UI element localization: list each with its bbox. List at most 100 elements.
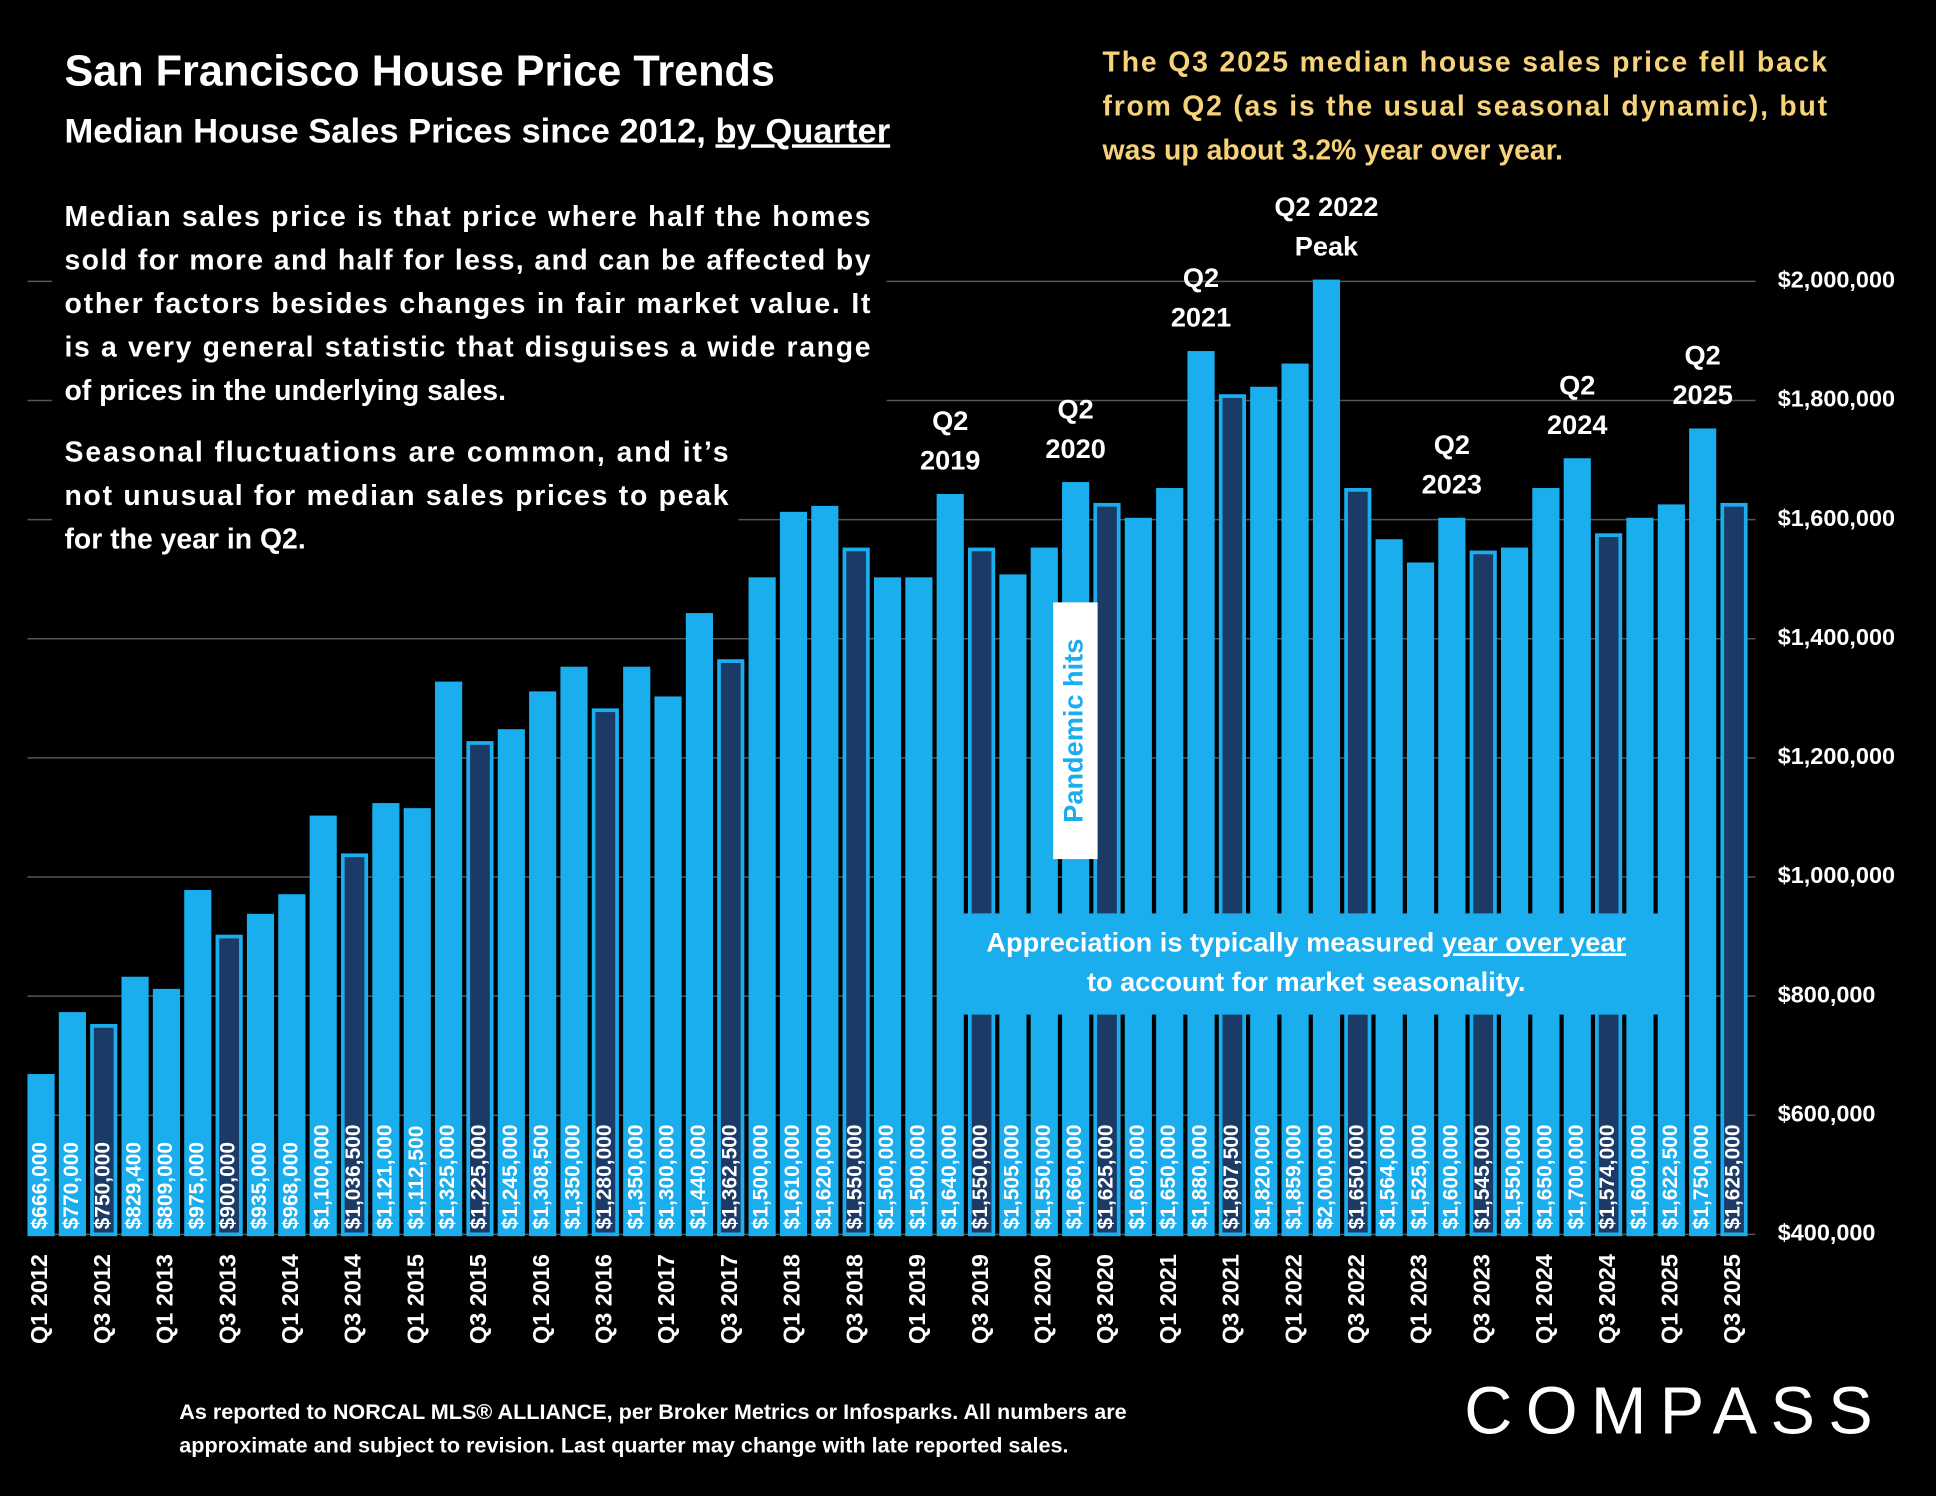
value-label: $1,550,000 xyxy=(969,1124,992,1229)
bar xyxy=(1250,386,1278,1237)
note-text: sold for more and half for less, and can… xyxy=(64,244,870,276)
annotation: 2025 xyxy=(1672,379,1732,410)
value-label: $1,550,000 xyxy=(1502,1124,1525,1229)
value-label: $1,100,000 xyxy=(311,1124,334,1229)
value-label: $1,300,000 xyxy=(656,1124,679,1229)
bar xyxy=(873,577,902,1237)
x-tick-label: Q1 2023 xyxy=(1406,1254,1432,1344)
y-tick-label: $2,000,000 xyxy=(1778,267,1895,293)
value-label: $1,600,000 xyxy=(1439,1124,1462,1229)
value-label: $1,550,000 xyxy=(1032,1124,1055,1229)
subtitle-part: Median House Sales Prices since 2012, xyxy=(64,112,715,150)
note-backdrop xyxy=(52,185,887,420)
bar xyxy=(184,890,212,1237)
note-backdrop xyxy=(52,425,739,565)
value-label: $1,036,500 xyxy=(342,1124,365,1229)
x-tick-label: Q1 2025 xyxy=(1657,1254,1683,1344)
value-label: $666,000 xyxy=(29,1142,52,1229)
value-label: $1,650,000 xyxy=(1157,1124,1180,1229)
note-text: for the year in Q2. xyxy=(64,524,305,556)
value-label: $1,564,000 xyxy=(1377,1124,1400,1229)
value-label: $1,880,000 xyxy=(1189,1124,1212,1229)
bar xyxy=(1720,502,1748,1237)
value-label: $1,600,000 xyxy=(1628,1124,1651,1229)
bar xyxy=(435,681,463,1237)
appreciation-box xyxy=(950,913,1661,1015)
value-label: $1,440,000 xyxy=(687,1124,710,1229)
note-text: Seasonal fluctuations are common, and it… xyxy=(64,437,728,469)
bar xyxy=(591,708,619,1237)
bar xyxy=(936,493,964,1237)
appreciation-part: Appreciation is typically measured xyxy=(986,926,1442,957)
annotation: Q2 xyxy=(932,405,968,436)
bar xyxy=(372,803,400,1237)
x-tick-label: Q1 2020 xyxy=(1029,1254,1055,1344)
bar xyxy=(1532,488,1560,1237)
value-label: $1,622,500 xyxy=(1659,1124,1682,1229)
x-tick-label: Q3 2025 xyxy=(1719,1254,1745,1344)
y-tick-label: $1,800,000 xyxy=(1778,386,1895,412)
y-tick-label: $1,000,000 xyxy=(1778,862,1895,888)
bar xyxy=(1626,517,1654,1237)
x-tick-label: Q3 2020 xyxy=(1092,1254,1118,1344)
event-label: Pandemic hits xyxy=(1058,639,1089,823)
value-label: $1,820,000 xyxy=(1251,1124,1274,1229)
value-label: $1,640,000 xyxy=(938,1124,961,1229)
bar xyxy=(1312,279,1341,1237)
value-label: $975,000 xyxy=(185,1142,208,1229)
bar xyxy=(779,511,808,1237)
note-text: of prices in the underlying sales. xyxy=(64,375,506,407)
bar xyxy=(1469,550,1497,1237)
bar xyxy=(1375,539,1403,1237)
x-tick-label: Q3 2015 xyxy=(465,1254,491,1344)
bar xyxy=(1062,482,1090,1237)
x-tick-label: Q1 2024 xyxy=(1531,1254,1557,1344)
value-label: $1,550,000 xyxy=(844,1124,867,1229)
value-label: $1,505,000 xyxy=(1000,1124,1023,1229)
bar xyxy=(905,577,933,1237)
x-tick-label: Q1 2012 xyxy=(26,1254,52,1344)
bar xyxy=(811,505,839,1237)
footnote: As reported to NORCAL MLS® ALLIANCE, per… xyxy=(179,1399,1126,1424)
value-label: $770,000 xyxy=(60,1142,83,1229)
x-tick-label: Q3 2018 xyxy=(841,1254,867,1344)
value-label: $1,660,000 xyxy=(1063,1124,1086,1229)
x-tick-label: Q3 2021 xyxy=(1218,1254,1244,1344)
x-tick-label: Q1 2017 xyxy=(653,1254,679,1344)
x-tick-label: Q3 2012 xyxy=(89,1254,115,1344)
value-label: $1,625,000 xyxy=(1722,1124,1745,1229)
appreciation-emphasis: year over year xyxy=(1442,926,1627,957)
bar xyxy=(968,547,996,1237)
bar xyxy=(623,666,651,1237)
value-label: $900,000 xyxy=(217,1142,240,1229)
bar xyxy=(1218,394,1246,1237)
x-tick-label: Q3 2013 xyxy=(214,1254,240,1344)
value-label: $1,325,000 xyxy=(436,1124,459,1229)
bar xyxy=(1689,428,1717,1237)
y-tick-label: $600,000 xyxy=(1778,1100,1876,1126)
value-label: $935,000 xyxy=(248,1142,271,1229)
annotation: Peak xyxy=(1295,230,1359,261)
bar xyxy=(278,894,306,1237)
x-tick-label: Q1 2015 xyxy=(402,1254,428,1344)
value-label: $1,610,000 xyxy=(781,1124,804,1229)
value-label: $1,112,500 xyxy=(405,1126,428,1230)
annotation: 2020 xyxy=(1045,433,1105,464)
bar xyxy=(529,691,557,1237)
note-text: is a very general statistic that disguis… xyxy=(64,331,870,363)
bar xyxy=(748,577,776,1237)
bar xyxy=(717,659,745,1237)
bar xyxy=(685,613,713,1237)
event-box xyxy=(1053,602,1098,860)
value-label: $1,750,000 xyxy=(1690,1124,1713,1229)
value-label: $829,400 xyxy=(123,1142,146,1229)
value-label: $1,350,000 xyxy=(624,1124,647,1229)
value-label: $1,525,000 xyxy=(1408,1124,1431,1229)
bar xyxy=(1657,504,1685,1237)
bar xyxy=(1595,533,1623,1237)
bar xyxy=(27,1074,55,1237)
bar xyxy=(842,547,870,1237)
value-label: $750,000 xyxy=(91,1142,114,1229)
bar xyxy=(1281,363,1309,1237)
bar xyxy=(1156,488,1184,1237)
